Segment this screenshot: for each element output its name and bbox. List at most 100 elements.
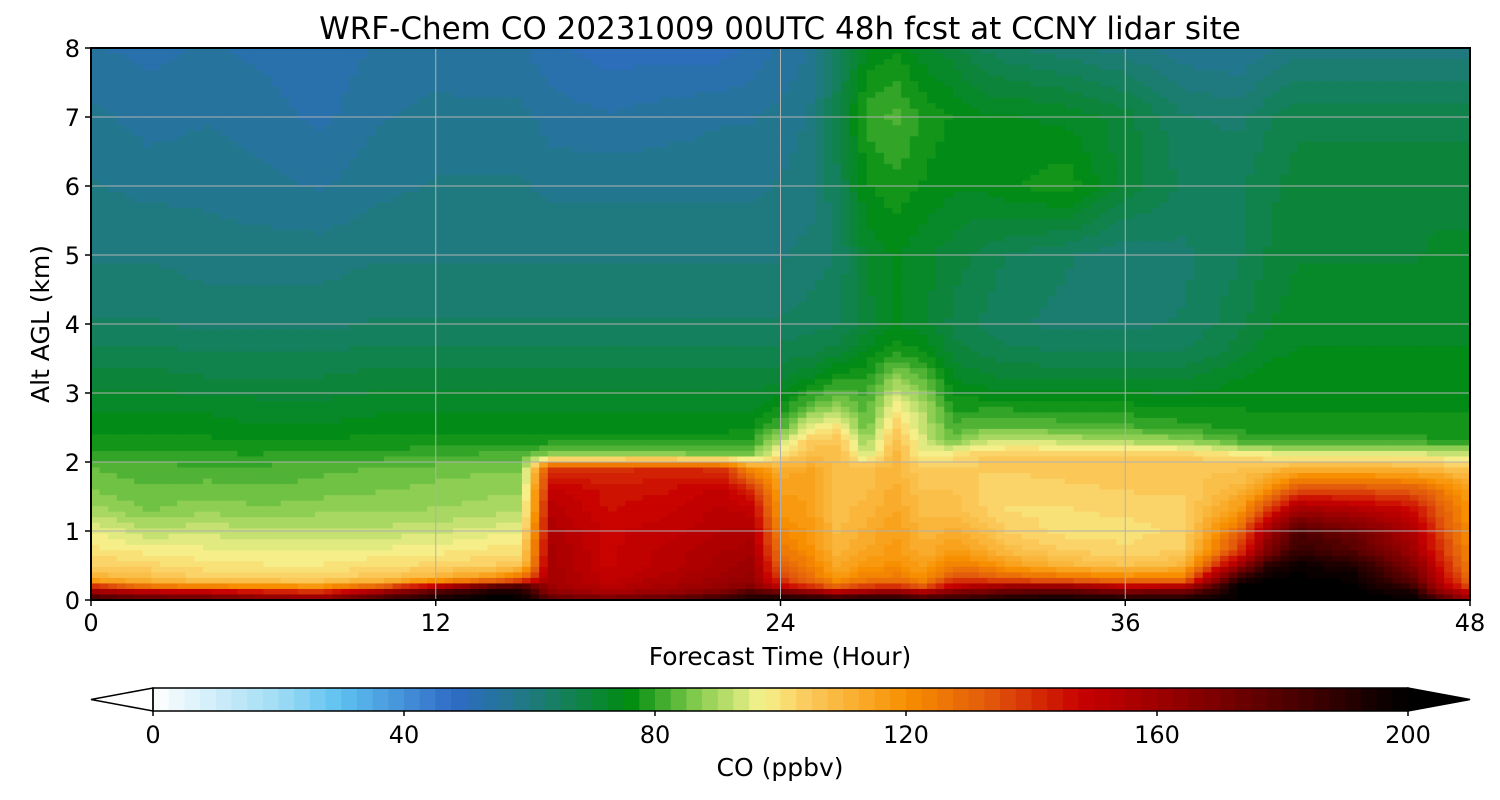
heatmap-cell bbox=[521, 141, 532, 148]
heatmap-cell bbox=[1366, 208, 1376, 215]
heatmap-cell bbox=[1039, 130, 1049, 137]
heatmap-cell bbox=[797, 169, 807, 176]
heatmap-cell bbox=[1159, 141, 1169, 148]
heatmap-cell bbox=[720, 197, 730, 204]
heatmap-cell bbox=[780, 97, 790, 104]
heatmap-cell bbox=[858, 197, 868, 204]
heatmap-cell bbox=[728, 103, 739, 110]
heatmap-cell bbox=[1418, 48, 1428, 55]
heatmap-cell bbox=[1056, 92, 1066, 99]
heatmap-cell bbox=[366, 169, 377, 176]
heatmap-cell bbox=[625, 64, 635, 71]
heatmap-cell bbox=[1297, 174, 1307, 182]
heatmap-cell bbox=[599, 213, 609, 220]
heatmap-cell bbox=[521, 152, 532, 159]
heatmap-cell bbox=[858, 81, 868, 88]
heatmap-cell bbox=[608, 97, 618, 104]
heatmap-cell bbox=[1220, 103, 1230, 110]
heatmap-cell bbox=[1142, 213, 1152, 220]
heatmap-cell bbox=[685, 119, 695, 126]
heatmap-cell bbox=[1142, 53, 1152, 60]
heatmap-cell bbox=[366, 152, 377, 159]
heatmap-cell bbox=[513, 130, 523, 137]
heatmap-cell bbox=[1332, 174, 1342, 182]
heatmap-cell bbox=[547, 152, 558, 159]
heatmap-cell bbox=[452, 125, 463, 132]
heatmap-cell bbox=[1280, 180, 1290, 187]
heatmap-cell bbox=[651, 174, 661, 182]
heatmap-cell bbox=[1452, 125, 1462, 132]
heatmap-cell bbox=[1401, 130, 1411, 137]
heatmap-cell bbox=[392, 53, 402, 60]
heatmap-cell bbox=[125, 202, 135, 209]
heatmap-cell bbox=[961, 59, 971, 66]
heatmap-cell bbox=[228, 81, 239, 88]
heatmap-cell bbox=[401, 70, 411, 77]
heatmap-cell bbox=[1056, 125, 1066, 132]
heatmap-cell bbox=[1306, 147, 1316, 154]
heatmap-cell bbox=[91, 147, 101, 154]
heatmap-cell bbox=[392, 97, 402, 104]
heatmap-cell bbox=[1375, 147, 1385, 154]
heatmap-cell bbox=[203, 213, 213, 220]
heatmap-cell bbox=[461, 119, 471, 126]
heatmap-cell bbox=[633, 70, 644, 77]
heatmap-cell bbox=[1073, 158, 1083, 165]
heatmap-cell bbox=[806, 125, 816, 132]
heatmap-cell bbox=[720, 75, 730, 82]
heatmap-cell bbox=[823, 163, 833, 171]
heatmap-cell bbox=[530, 163, 540, 171]
heatmap-cell bbox=[1013, 108, 1023, 115]
heatmap-cell bbox=[211, 186, 221, 193]
heatmap-cell bbox=[375, 125, 385, 132]
heatmap-cell bbox=[1289, 75, 1299, 82]
heatmap-cell bbox=[289, 169, 299, 176]
heatmap-cell bbox=[1159, 86, 1169, 93]
heatmap-cell bbox=[418, 152, 428, 159]
heatmap-cell bbox=[1392, 158, 1402, 165]
heatmap-cell bbox=[263, 191, 273, 198]
heatmap-cell bbox=[521, 64, 532, 71]
heatmap-cell bbox=[711, 163, 721, 171]
heatmap-cell bbox=[1159, 59, 1169, 66]
heatmap-cell bbox=[1289, 70, 1299, 77]
heatmap-cell bbox=[306, 169, 316, 176]
heatmap-cell bbox=[1340, 108, 1350, 115]
heatmap-cell bbox=[280, 186, 290, 193]
heatmap-cell bbox=[651, 213, 661, 220]
heatmap-cell bbox=[970, 48, 980, 55]
heatmap-cell bbox=[1030, 103, 1040, 110]
heatmap-cell bbox=[246, 53, 256, 60]
heatmap-cell bbox=[1220, 70, 1230, 77]
heatmap-cell bbox=[366, 92, 377, 99]
heatmap-cell bbox=[780, 86, 790, 93]
heatmap-cell bbox=[935, 108, 945, 115]
heatmap-cell bbox=[849, 75, 859, 82]
heatmap-cell bbox=[763, 147, 773, 154]
heatmap-cell bbox=[539, 208, 549, 215]
heatmap-cell bbox=[289, 97, 299, 104]
heatmap-cell bbox=[1211, 48, 1221, 55]
heatmap-cell bbox=[418, 141, 428, 148]
heatmap-cell bbox=[1349, 48, 1359, 55]
heatmap-cell bbox=[565, 75, 575, 82]
heatmap-cell bbox=[409, 174, 420, 182]
heatmap-cell bbox=[116, 202, 127, 209]
heatmap-cell bbox=[263, 147, 273, 154]
heatmap-cell bbox=[1082, 86, 1092, 93]
heatmap-cell bbox=[392, 158, 402, 165]
heatmap-cell bbox=[823, 70, 833, 77]
heatmap-cell bbox=[754, 97, 764, 104]
heatmap-cell bbox=[875, 53, 885, 60]
heatmap-cell bbox=[823, 158, 833, 165]
heatmap-cell bbox=[1142, 108, 1152, 115]
heatmap-cell bbox=[995, 174, 1006, 182]
heatmap-cell bbox=[814, 119, 825, 126]
heatmap-cell bbox=[1082, 125, 1092, 132]
heatmap-cell bbox=[1418, 70, 1428, 77]
heatmap-cell bbox=[1159, 136, 1169, 143]
heatmap-cell bbox=[539, 158, 549, 165]
heatmap-cell bbox=[927, 169, 937, 176]
heatmap-cell bbox=[271, 158, 282, 165]
heatmap-cell bbox=[995, 119, 1006, 126]
